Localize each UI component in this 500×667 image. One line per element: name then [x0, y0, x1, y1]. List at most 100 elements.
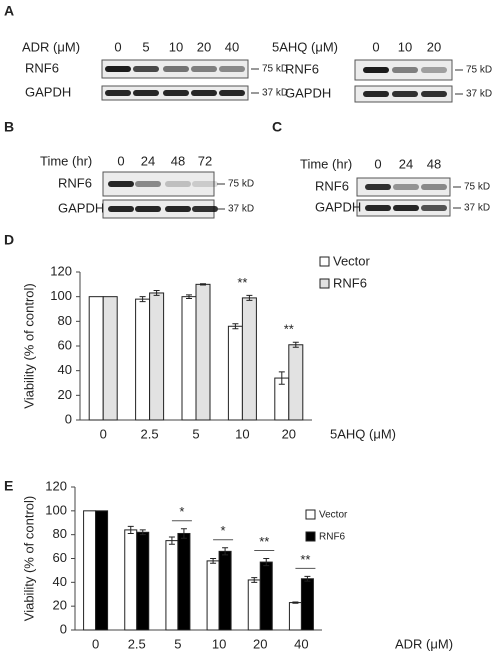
blot-row-label: RNF6 — [58, 175, 92, 190]
blot-band — [192, 206, 218, 212]
panel-label: C — [272, 119, 282, 135]
blot-band — [163, 66, 189, 72]
blot-membrane — [102, 171, 215, 197]
error-bar — [304, 575, 311, 582]
significance: ** — [300, 552, 310, 567]
size-label: 75 kD — [262, 64, 288, 75]
significance: ** — [237, 275, 247, 290]
blot-row-label: RNF6 — [285, 61, 319, 76]
x-tick-label: 10 — [212, 636, 226, 651]
y-tick-label: 120 — [45, 478, 67, 493]
x-tick-label: 40 — [294, 636, 308, 651]
panel-label: A — [4, 3, 14, 19]
blot-band — [108, 206, 134, 212]
blot-band — [393, 205, 419, 211]
x-axis-label: 5AHQ (μM) — [330, 426, 396, 441]
blot-dose: 48 — [427, 156, 441, 171]
blot-band — [421, 91, 447, 97]
blot-band — [421, 184, 447, 190]
error-bar — [246, 294, 253, 301]
error-bar — [222, 547, 229, 556]
blot-dose: 24 — [399, 156, 413, 171]
blot-band — [191, 90, 217, 96]
blot-band — [135, 206, 161, 212]
error-bar — [210, 558, 217, 564]
blot-band — [421, 67, 447, 73]
panel-label: E — [4, 478, 13, 494]
blot-dose: 48 — [171, 153, 185, 168]
blot-dose: 40 — [225, 39, 239, 54]
error-bar — [180, 528, 187, 539]
blot-row-label: GAPDH — [25, 84, 71, 99]
blot-band — [219, 90, 245, 96]
bar — [83, 510, 97, 631]
blot-band — [365, 205, 391, 211]
panel-label: D — [4, 232, 14, 248]
y-tick-label: 120 — [50, 263, 72, 278]
legend-swatch — [319, 256, 330, 267]
blot-dose: 0 — [372, 39, 379, 54]
bar — [124, 529, 138, 631]
y-tick-label: 60 — [58, 337, 72, 352]
blot-band — [192, 181, 218, 187]
blot-band — [105, 66, 131, 72]
x-tick-label: 2.5 — [141, 426, 159, 441]
bar — [227, 325, 243, 421]
blot-dose: 5 — [142, 39, 149, 54]
bar — [259, 561, 273, 631]
y-tick-label: 20 — [53, 598, 67, 613]
blot-band — [135, 181, 161, 187]
y-axis-label: Viability (% of control) — [21, 496, 36, 621]
blot-row-label: RNF6 — [315, 178, 349, 193]
significance: ** — [259, 534, 269, 549]
x-tick-label: 0 — [100, 426, 107, 441]
bar — [136, 531, 150, 631]
blot-band — [133, 90, 159, 96]
blot-band — [363, 67, 389, 73]
x-tick-label: 20 — [253, 636, 267, 651]
bar — [149, 292, 165, 421]
y-tick-label: 100 — [45, 502, 67, 517]
x-tick-label: 0 — [92, 636, 99, 651]
y-tick-label: 20 — [58, 387, 72, 402]
blot-dose: 0 — [374, 156, 381, 171]
error-bar — [153, 290, 160, 296]
blot-dose: 10 — [398, 39, 412, 54]
blot-membrane — [356, 177, 451, 197]
error-bar — [292, 601, 299, 604]
blot-dose: 24 — [141, 153, 155, 168]
blot-band — [363, 91, 389, 97]
blot-band — [163, 90, 189, 96]
x-tick-label: 20 — [282, 426, 296, 441]
blot-band — [219, 66, 245, 72]
bar — [195, 283, 211, 421]
blot-treatment: 5AHQ (μM) — [272, 39, 338, 54]
blot-dose: 0 — [114, 39, 121, 54]
y-tick-label: 40 — [58, 362, 72, 377]
bar — [247, 579, 261, 631]
blot-dose: 20 — [427, 39, 441, 54]
error-bar — [251, 577, 258, 583]
size-label: 75 kD — [228, 179, 254, 190]
blot-band — [421, 205, 447, 211]
y-axis-label: Viability (% of control) — [21, 283, 36, 408]
error-bar — [232, 323, 239, 330]
bar — [206, 560, 220, 631]
blot-band — [393, 184, 419, 190]
bar — [95, 510, 109, 631]
legend-swatch — [319, 278, 330, 289]
blot-dose: 10 — [169, 39, 183, 54]
y-tick-label: 60 — [53, 550, 67, 565]
blot-row-label: GAPDH — [315, 199, 361, 214]
size-label: 75 kD — [466, 65, 492, 76]
size-label: 75 kD — [464, 182, 490, 193]
blot-band — [365, 184, 391, 190]
significance: * — [179, 504, 184, 519]
y-tick-label: 40 — [53, 574, 67, 589]
blot-band — [105, 90, 131, 96]
x-tick-label: 2.5 — [128, 636, 146, 651]
size-label: 37 kD — [464, 203, 490, 214]
blot-dose: 0 — [117, 153, 124, 168]
bar — [102, 296, 118, 421]
